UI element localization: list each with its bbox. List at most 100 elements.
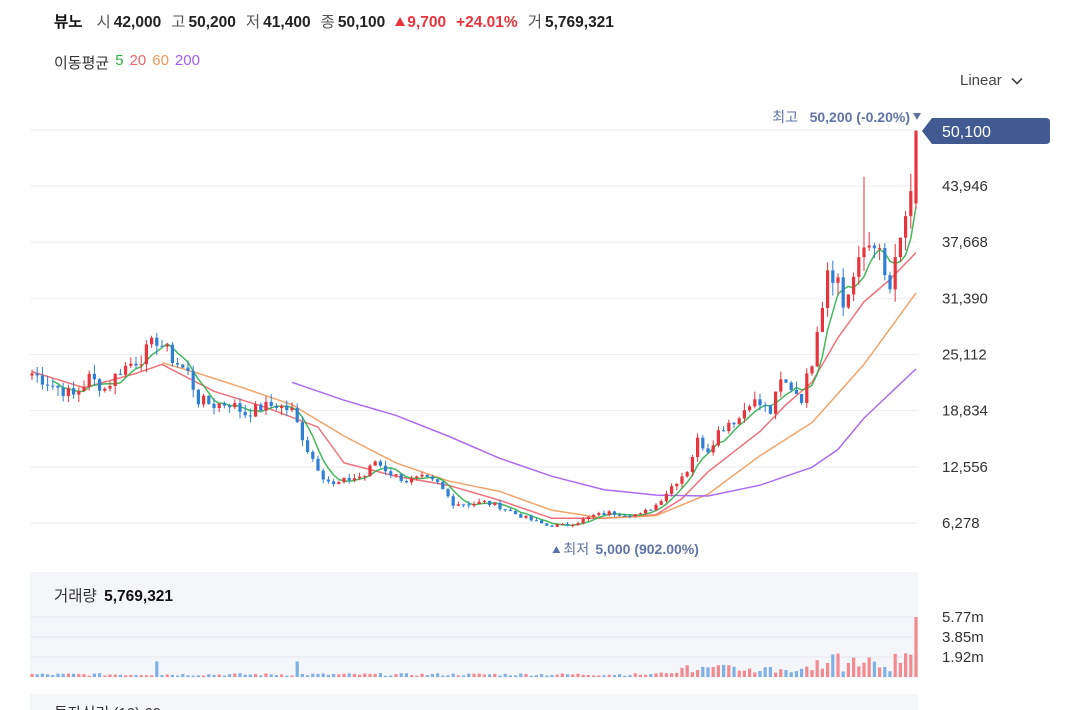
volume-bar [269, 674, 273, 677]
candle [103, 388, 107, 391]
moving-average-legend[interactable]: 이동평균 5 20 60 200 [54, 52, 206, 73]
volume-bar [202, 675, 206, 677]
candle [888, 275, 892, 290]
candle [742, 410, 746, 419]
candle [493, 502, 497, 505]
volume-bar [212, 674, 216, 677]
volume-bar [467, 673, 471, 677]
volume-bar [456, 675, 460, 677]
volume-bar [280, 674, 284, 677]
candle [909, 191, 913, 217]
volume-bar [66, 673, 70, 677]
volume-bar [685, 665, 689, 677]
volume-bar [243, 674, 247, 677]
volume-bar [867, 657, 871, 677]
open-value: 42,000 [113, 14, 162, 31]
volume-bar [540, 674, 544, 677]
last-price-value: 50,100 [942, 124, 991, 141]
volume-title: 거래량 [54, 588, 97, 605]
volume-bar [581, 674, 585, 677]
volume-bar [493, 673, 497, 677]
candle [228, 405, 232, 408]
candle [238, 403, 242, 412]
y-tick-label: 37,668 [942, 234, 988, 251]
candle [550, 525, 554, 527]
candle [722, 430, 726, 432]
volume-bar [108, 674, 112, 677]
candle [51, 385, 55, 387]
candle [446, 489, 450, 497]
candle [269, 401, 273, 406]
volume-bar [670, 673, 674, 677]
y-tick-label: 12,556 [942, 459, 988, 476]
candle [685, 472, 689, 477]
volume-bar [87, 675, 91, 677]
candle [384, 465, 388, 472]
volume-bar [753, 672, 757, 677]
volume-bar [118, 674, 122, 677]
volume-bar [820, 668, 824, 677]
candle [35, 373, 39, 376]
volume-bar [40, 673, 44, 677]
candle [264, 401, 268, 411]
volume-bar [373, 673, 377, 677]
volume-bar [534, 675, 538, 677]
candle [394, 474, 398, 476]
ma-20-label: 20 [129, 52, 147, 69]
volume-bar [794, 671, 798, 677]
volume-bar [134, 675, 138, 677]
volume-bar [633, 673, 637, 677]
candle [378, 461, 382, 466]
candle [841, 277, 845, 308]
volume-bar [524, 674, 528, 677]
max-value: 50,200 (-0.20%) [810, 109, 910, 125]
candle [46, 384, 50, 386]
candle [212, 403, 216, 408]
candle [805, 373, 809, 403]
volume-bar [233, 673, 237, 677]
candle [508, 509, 512, 512]
last-price-tag: 50,100 [922, 117, 1050, 144]
volume-bar [482, 674, 486, 677]
volume-bar [883, 666, 887, 677]
volume-chart[interactable]: 5.77m 3.85m 1.92m [0, 572, 1065, 680]
volume-bar [815, 660, 819, 677]
volume-bar [176, 675, 180, 677]
candle [72, 388, 76, 395]
volume-bar [441, 675, 445, 677]
volume-bar [878, 667, 882, 677]
candle [883, 248, 887, 276]
volume-bar [644, 674, 648, 677]
volume-bar [217, 674, 221, 677]
candle [87, 373, 91, 387]
volume-bar [711, 667, 715, 677]
scale-type-dropdown[interactable]: Linear [960, 72, 1023, 89]
candle [753, 399, 757, 407]
candle [904, 216, 908, 238]
candle [862, 247, 866, 258]
candle [420, 474, 424, 477]
candle [524, 515, 528, 518]
candle [316, 458, 320, 471]
candle [425, 474, 429, 477]
price-chart[interactable]: 43,946 37,668 31,390 25,112 18,834 12,556 6,27… [0, 100, 1065, 570]
candle [243, 411, 247, 416]
candle [675, 483, 679, 487]
volume-bar [774, 672, 778, 677]
y-tick-label: 25,112 [942, 347, 987, 364]
candle [789, 382, 793, 390]
candle [784, 379, 788, 383]
volume-tick-label: 5.77m [942, 609, 984, 626]
candle [867, 245, 871, 248]
volume-bar [113, 674, 117, 677]
candle [638, 513, 642, 515]
candle [144, 344, 148, 365]
volume-bar [103, 675, 107, 677]
volume-bar [659, 672, 663, 677]
close-label: 종 [320, 14, 335, 31]
volume-bar [238, 673, 242, 677]
candle [779, 379, 783, 392]
ma-legend-title: 이동평균 [54, 55, 110, 72]
volume-bar [404, 673, 408, 677]
candle [690, 457, 694, 473]
